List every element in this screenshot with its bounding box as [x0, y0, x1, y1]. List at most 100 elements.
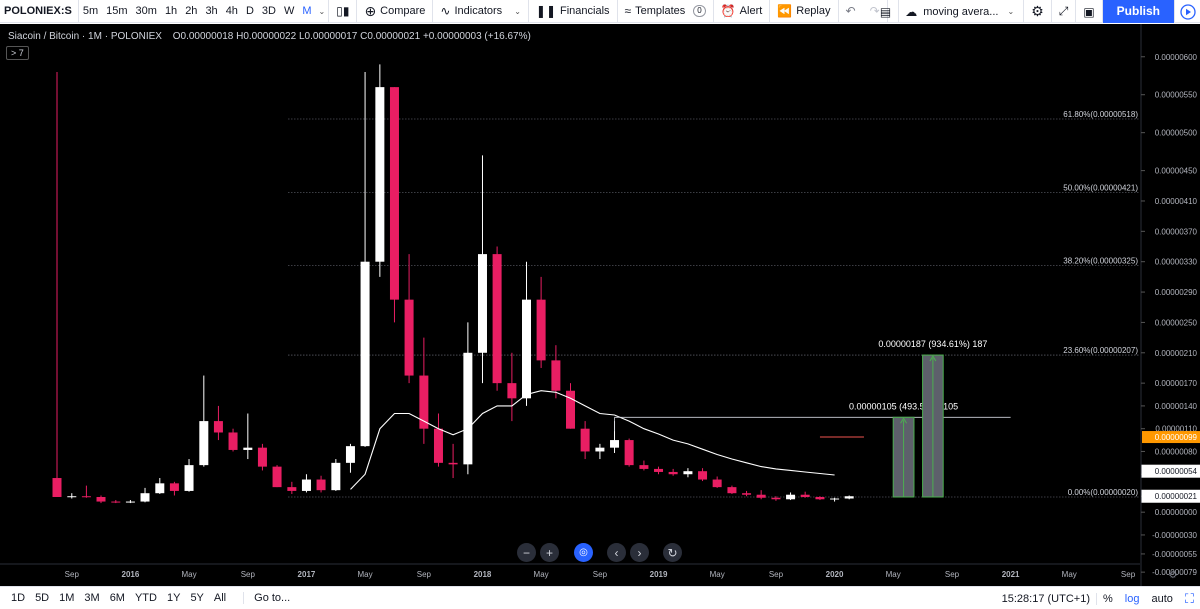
financials-button[interactable]: ❚❚ Financials: [529, 0, 618, 23]
interval-d[interactable]: D: [245, 4, 254, 17]
target-icon: ◎: [579, 547, 588, 558]
interval-dropdown-chevron-icon[interactable]: ⌄: [318, 6, 326, 16]
candle: [243, 413, 253, 460]
candle-body: [404, 299, 414, 376]
interval-list: 5m 15m 30m 1h 2h 3h 4h D 3D W M: [79, 0, 316, 23]
reset-scale-button[interactable]: ◎: [574, 543, 593, 562]
range-1d[interactable]: 1D: [11, 592, 26, 604]
price-chart[interactable]: 0.00000600 0.00000550 0.00000500 0.00000450…: [0, 24, 1200, 586]
candle-body: [375, 87, 385, 262]
replay-button[interactable]: ⏪ Replay: [770, 0, 839, 23]
range-all[interactable]: All: [213, 592, 227, 604]
fullscreen-button[interactable]: ⤢: [1052, 0, 1077, 23]
candle-body: [507, 383, 517, 399]
interval-m[interactable]: M: [302, 4, 312, 17]
study-chevron-icon: ⌄: [1007, 7, 1015, 16]
candle: [67, 493, 77, 499]
clock-timezone[interactable]: 15:28:17 (UTC+1): [1001, 592, 1090, 605]
candle: [140, 487, 150, 503]
candle-body: [551, 360, 561, 391]
range-1y[interactable]: 1Y: [166, 592, 181, 604]
time-tick-label: Sep: [1121, 570, 1136, 579]
interval-3d[interactable]: 3D: [261, 4, 276, 17]
candle: [830, 497, 840, 502]
candle: [580, 421, 590, 460]
price-tick-label: 0.00000290: [1155, 288, 1198, 297]
chart-type-button[interactable]: ▯▮: [329, 0, 358, 23]
interval-30m[interactable]: 30m: [135, 4, 157, 17]
range-1m[interactable]: 1M: [59, 592, 75, 604]
candle: [654, 466, 664, 475]
time-tick-label: May: [710, 570, 725, 579]
log-scale-toggle[interactable]: log: [1124, 592, 1140, 605]
candle-body: [756, 494, 766, 498]
legend-toggle-button[interactable]: > 7: [6, 46, 29, 60]
compare-button[interactable]: ⊕ Compare: [357, 0, 434, 23]
candle-body: [610, 440, 620, 448]
bar-chart-icon: ❚❚: [535, 4, 556, 18]
auto-scale-toggle[interactable]: auto: [1151, 592, 1173, 605]
snapshot-button[interactable]: ▣: [1076, 0, 1103, 23]
indicators-label: Indicators: [454, 5, 503, 17]
redo-button[interactable]: ↷: [863, 0, 888, 23]
interval-2h[interactable]: 2h: [185, 4, 198, 17]
interval-w[interactable]: W: [283, 4, 295, 17]
candle-body: [463, 352, 473, 465]
goto-date-button[interactable]: Go to...: [243, 592, 290, 604]
range-ytd[interactable]: YTD: [134, 592, 157, 604]
chart-pane[interactable]: 0.00000600 0.00000550 0.00000500 0.00000450…: [0, 24, 1200, 586]
settings-button[interactable]: ⚙: [1023, 0, 1052, 23]
range-5y[interactable]: 5Y: [190, 592, 204, 604]
candle-body: [580, 428, 590, 452]
bottom-right-controls: 15:28:17 (UTC+1) % log auto ⛶: [996, 587, 1200, 609]
time-tick-label: Sep: [241, 570, 256, 579]
price-badge-label: 0.00000099: [1155, 433, 1198, 442]
alert-label: Alert: [739, 5, 763, 17]
price-badge-ma: 0.00000054: [1141, 464, 1200, 478]
candle-body: [595, 447, 605, 452]
play-button[interactable]: [1174, 0, 1200, 23]
scroll-left-button[interactable]: ‹: [607, 543, 626, 562]
price-badge-label: 0.00000021: [1155, 492, 1198, 501]
interval-1h[interactable]: 1h: [164, 4, 178, 17]
interval-4h[interactable]: 4h: [225, 4, 238, 17]
interval-5m[interactable]: 5m: [82, 4, 99, 17]
candle-body: [331, 462, 341, 491]
symbol-search[interactable]: POLONIEX:S: [0, 0, 79, 23]
undo-button[interactable]: ↶: [839, 0, 863, 23]
candle: [683, 468, 693, 478]
study-template-select[interactable]: ☁ moving avera... ⌄: [899, 0, 1023, 23]
indicators-button[interactable]: ∿ Indicators ⌄: [433, 0, 529, 23]
time-tick-label: May: [181, 570, 196, 579]
interval-3h[interactable]: 3h: [205, 4, 218, 17]
zoom-out-button[interactable]: −: [517, 543, 536, 562]
alert-button[interactable]: ⏰ Alert: [714, 0, 771, 23]
candle-body: [199, 421, 209, 466]
time-tick-label: Sep: [769, 570, 784, 579]
candle: [96, 495, 106, 504]
range-3m[interactable]: 3M: [84, 592, 100, 604]
templates-button[interactable]: ≈ Templates 0: [618, 0, 714, 23]
candle-body: [67, 496, 77, 498]
layout-button[interactable]: ▤: [873, 0, 900, 23]
fib-level-label: 50.00%(0.00000421): [1063, 184, 1138, 193]
candle-body: [654, 468, 664, 472]
zoom-in-button[interactable]: +: [540, 543, 559, 562]
scroll-right-button[interactable]: ›: [630, 543, 649, 562]
measure-arrow-head: [929, 355, 937, 362]
reset-chart-button[interactable]: ↻: [663, 543, 682, 562]
time-tick-label: 2019: [650, 570, 668, 579]
publish-button[interactable]: Publish: [1102, 0, 1174, 23]
fib-level-label: 23.60%(0.00000207): [1063, 346, 1138, 355]
candle: [389, 87, 399, 323]
price-tick-label: 0.00000110: [1155, 425, 1197, 434]
price-tick-label: 0.00000080: [1155, 447, 1198, 456]
interval-15m[interactable]: 15m: [106, 4, 128, 17]
range-6m[interactable]: 6M: [109, 592, 125, 604]
candle-body: [492, 254, 502, 384]
fullscreen-corner-icon[interactable]: ⛶: [1184, 590, 1194, 606]
candle: [125, 500, 135, 504]
percent-scale-toggle[interactable]: %: [1096, 592, 1119, 605]
range-5d[interactable]: 5D: [35, 592, 50, 604]
candle-body: [448, 462, 458, 465]
